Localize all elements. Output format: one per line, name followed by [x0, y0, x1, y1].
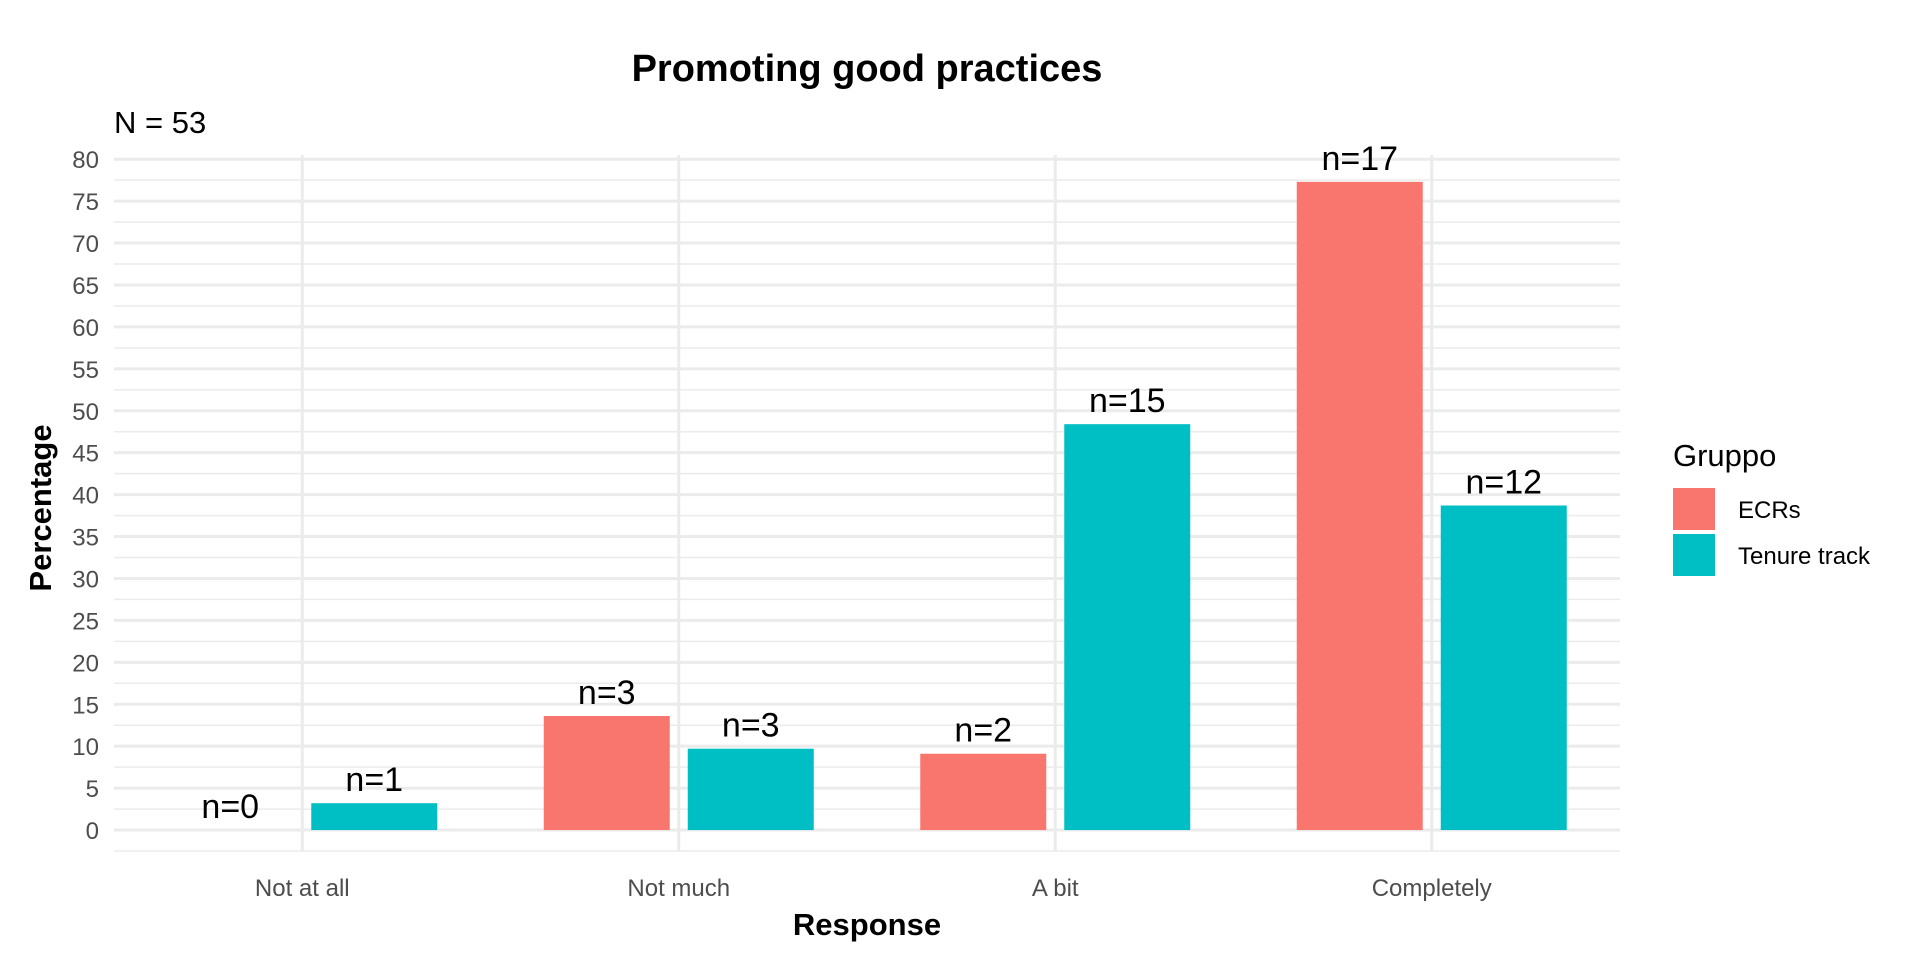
bar-value-label: n=15 — [1089, 382, 1166, 420]
bar-value-label: n=3 — [578, 674, 636, 712]
bar-value-label: n=3 — [722, 707, 780, 745]
y-tick-label: 0 — [86, 818, 99, 845]
bar-value-label: n=17 — [1321, 140, 1398, 178]
legend-label: ECRs — [1738, 497, 1801, 524]
x-axis-title: Response — [793, 907, 941, 942]
y-tick-label: 70 — [72, 231, 99, 258]
legend-swatch — [1673, 488, 1715, 530]
x-tick-label: A bit — [1032, 875, 1079, 902]
y-tick-label: 55 — [72, 357, 99, 384]
y-tick-label: 60 — [72, 315, 99, 342]
bar-tenure-track — [1064, 424, 1191, 831]
x-tick-label: Completely — [1372, 875, 1492, 902]
y-tick-label: 80 — [72, 147, 99, 174]
bar-ecrs — [1296, 181, 1423, 831]
y-axis-ticks: 0 5 10 15 20 25 30 35 40 45 50 55 60 65 70 75 80 — [72, 147, 99, 845]
bar-value-label: n=1 — [345, 761, 403, 799]
y-tick-label: 65 — [72, 273, 99, 300]
y-tick-label: 25 — [72, 608, 99, 635]
x-axis-ticks: Not at all Not much A bit Completely — [255, 875, 1492, 902]
y-tick-label: 30 — [72, 566, 99, 593]
y-tick-label: 10 — [72, 734, 99, 761]
bar-value-label: n=12 — [1465, 464, 1542, 502]
y-tick-label: 50 — [72, 399, 99, 426]
y-axis-title: Percentage — [23, 424, 58, 591]
legend-label: Tenure track — [1738, 543, 1871, 570]
y-tick-label: 45 — [72, 441, 99, 468]
bar-tenure-track — [311, 803, 438, 831]
y-tick-label: 40 — [72, 483, 99, 510]
bar-ecrs — [543, 715, 670, 831]
bar-labels: n=0 n=3 n=2 n=17 n=1 n=3 n=15 n=12 — [201, 140, 1542, 826]
x-tick-label: Not at all — [255, 875, 350, 902]
legend: Gruppo ECRs Tenure track — [1673, 438, 1871, 576]
bars — [311, 181, 1567, 831]
chart-title: Promoting good practices — [632, 48, 1103, 90]
y-tick-label: 20 — [72, 650, 99, 677]
chart-subtitle: N = 53 — [114, 105, 206, 140]
bar-ecrs — [920, 753, 1047, 831]
bar-tenure-track — [687, 748, 814, 831]
legend-swatch — [1673, 534, 1715, 576]
bar-value-label: n=2 — [954, 712, 1012, 750]
bar-tenure-track — [1440, 505, 1567, 831]
x-tick-label: Not much — [627, 875, 730, 902]
y-tick-label: 5 — [86, 776, 99, 803]
legend-title: Gruppo — [1673, 438, 1776, 473]
y-tick-label: 75 — [72, 189, 99, 216]
bar-value-label: n=0 — [201, 788, 259, 826]
y-tick-label: 15 — [72, 692, 99, 719]
y-tick-label: 35 — [72, 525, 99, 552]
